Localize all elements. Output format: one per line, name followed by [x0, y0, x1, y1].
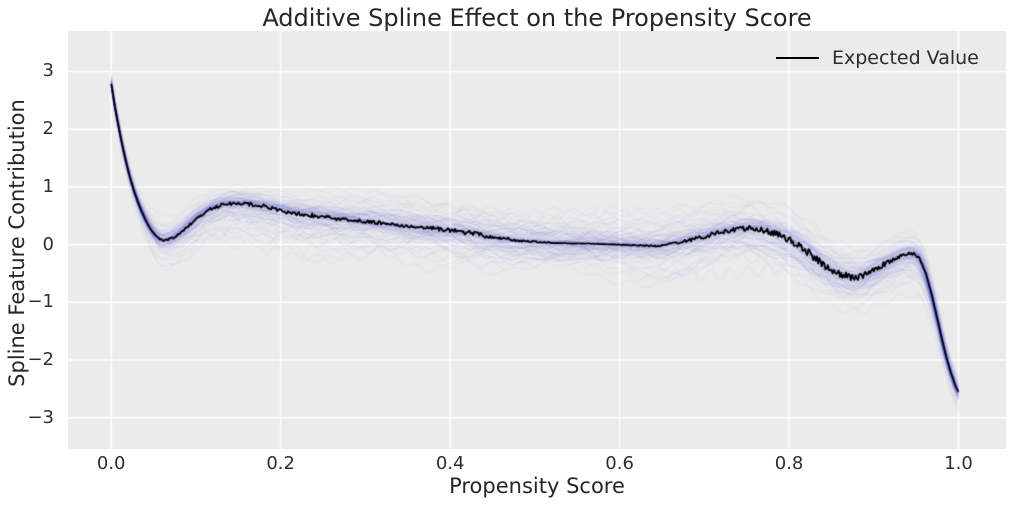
y-tick-label: −1: [27, 291, 54, 313]
x-tick-label: 0.0: [96, 453, 126, 474]
x-tick-label: 0.2: [266, 453, 295, 474]
chart-title: Additive Spline Effect on the Propensity…: [262, 4, 812, 32]
x-tick-label: 0.6: [605, 453, 634, 474]
y-tick-label: 2: [42, 118, 54, 140]
y-tick-label: −2: [27, 349, 54, 371]
y-tick-label: 0: [42, 233, 54, 255]
plot-area: [68, 31, 1006, 449]
legend: Expected Value: [776, 47, 979, 69]
y-tick-label: −3: [27, 406, 54, 428]
y-tick-label: 3: [42, 60, 54, 82]
legend-line-sample-icon: [776, 57, 819, 59]
x-tick-label: 1.0: [944, 453, 973, 474]
legend-label: Expected Value: [832, 47, 979, 69]
x-tick-label: 0.4: [435, 453, 465, 474]
x-axis-label: Propensity Score: [449, 474, 625, 498]
y-tick-label: 1: [42, 175, 54, 197]
x-tick-label: 0.8: [774, 453, 804, 474]
